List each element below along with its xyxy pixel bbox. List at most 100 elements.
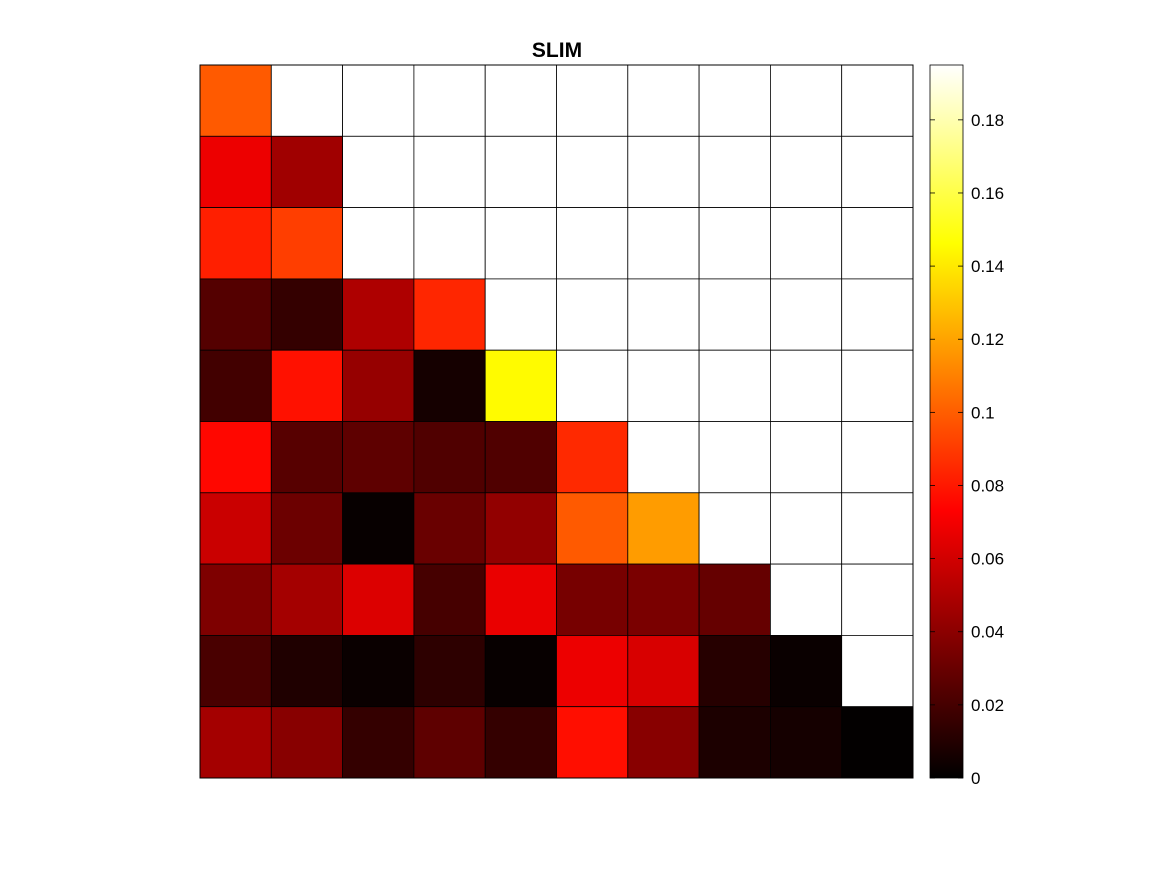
heatmap-cell-r3-c6 [556,207,629,280]
colorbar-tick-label: 0.14 [971,257,1004,276]
heatmap-cell-r9-c5 [484,635,557,708]
plot-frame [199,64,914,779]
colorbar-tick-label: 0.06 [971,550,1004,569]
heatmap-cell-r8-c9 [770,563,843,636]
heatmap-cell-r5-c7 [627,349,700,422]
heatmap-cell-r6-c2 [270,421,343,494]
heatmap-cell-r3-c3 [342,207,415,280]
heatmap-cell-r9-c7 [627,635,700,708]
heatmap-cell-r6-c1 [199,421,272,494]
heatmap-cell-r4-c9 [770,278,843,351]
heatmap-cell-r2-c3 [342,135,415,209]
heatmap-cell-r8-c5 [484,563,557,636]
heatmap-cell-r5-c4 [413,349,486,422]
heatmap-cell-r5-c3 [342,349,415,422]
heatmap-cell-r3-c4 [413,207,486,280]
heatmap-cell-r4-c5 [484,278,557,351]
heatmap-cell-r9-c6 [556,635,629,708]
heatmap-cell-r5-c6 [556,349,629,422]
heatmap-cell-r10-c1 [199,706,272,779]
heatmap-cell-r10-c7 [627,706,700,779]
heatmap-cell-r3-c1 [199,207,272,280]
heatmap-cell-r2-c1 [199,135,272,209]
heatmap-cell-r6-c9 [770,421,843,494]
heatmap-cell-r10-c10 [841,706,914,779]
heatmap-cell-r8-c6 [556,563,629,636]
heatmap-cell-r7-c10 [841,492,914,565]
heatmap-cell-r6-c8 [698,421,771,494]
heatmap-cell-r6-c5 [484,421,557,494]
heatmap-cell-r8-c4 [413,563,486,636]
heatmap-cell-r7-c6 [556,492,629,565]
colorbar-tick-label: 0.16 [971,184,1004,203]
heatmap-cell-r5-c8 [698,349,771,422]
heatmap-cells [199,64,914,779]
heatmap-cell-r3-c7 [627,207,700,280]
heatmap-cell-r5-c5 [484,349,557,422]
heatmap-cell-r3-c5 [484,207,557,280]
heatmap-cell-r2-c9 [770,135,843,209]
heatmap-cell-r3-c9 [770,207,843,280]
colorbar-tick-label: 0.1 [971,403,995,422]
chart-title: SLIM [532,39,582,62]
heatmap-cell-r3-c2 [270,207,343,280]
heatmap-cell-r7-c2 [270,492,343,565]
heatmap-cell-r8-c7 [627,563,700,636]
heatmap-cell-r8-c10 [841,563,914,636]
heatmap-cell-r10-c5 [484,706,557,779]
heatmap-cell-r2-c6 [556,135,629,209]
heatmap-cell-r2-c5 [484,135,557,209]
heatmap-cell-r10-c4 [413,706,486,779]
heatmap-cell-r3-c8 [698,207,771,280]
heatmap-cell-r10-c6 [556,706,629,779]
heatmap-cell-r2-c2 [270,135,343,209]
heatmap-cell-r4-c2 [270,278,343,351]
colorbar-tick-label: 0.12 [971,330,1004,349]
heatmap-cell-r10-c8 [698,706,771,779]
heatmap-cell-r4-c8 [698,278,771,351]
heatmap-cell-r4-c7 [627,278,700,351]
heatmap-cell-r9-c3 [342,635,415,708]
colorbar-tick-label: 0.02 [971,696,1004,715]
colorbar-tick-label: 0.08 [971,476,1004,495]
heatmap-cell-r2-c7 [627,135,700,209]
heatmap-cell-r10-c9 [770,706,843,779]
heatmap-cell-r8-c8 [698,563,771,636]
heatmap-cell-r1-c7 [627,64,700,137]
heatmap-cell-r7-c4 [413,492,486,565]
heatmap-cell-r8-c1 [199,563,272,636]
heatmap-cell-r6-c3 [342,421,415,494]
heatmap-cell-r7-c7 [627,492,700,565]
heatmap-cell-r1-c10 [841,64,914,137]
heatmap-cell-r1-c6 [556,64,629,137]
heatmap-cell-r6-c7 [627,421,700,494]
heatmap-cell-r1-c1 [199,64,272,137]
heatmap-cell-r6-c10 [841,421,914,494]
heatmap-cell-r9-c8 [698,635,771,708]
colorbar: 0 0.02 0.04 0.06 0.08 0.1 0.12 0.14 0.16 0.18 [929,64,1004,788]
heatmap-cell-r2-c4 [413,135,486,209]
heatmap-cell-r1-c2 [270,64,343,137]
colorbar-gradient [929,64,964,779]
colorbar-tick-label: 0 [971,769,980,788]
heatmap-cell-r5-c1 [199,349,272,422]
heatmap-cell-r4-c4 [413,278,486,351]
heatmap-cell-r5-c2 [270,349,343,422]
heatmap-cell-r10-c3 [342,706,415,779]
heatmap-cell-r9-c1 [199,635,272,708]
heatmap-cell-r9-c2 [270,635,343,708]
heatmap-cell-r7-c9 [770,492,843,565]
heatmap-cell-r8-c3 [342,563,415,636]
heatmap-cell-r7-c5 [484,492,557,565]
heatmap-cell-r7-c1 [199,492,272,565]
heatmap-cell-r4-c3 [342,278,415,351]
heatmap-cell-r1-c9 [770,64,843,137]
heatmap-cell-r1-c4 [413,64,486,137]
heatmap-cell-r2-c10 [841,135,914,209]
heatmap-cell-r7-c8 [698,492,771,565]
heatmap-cell-r4-c6 [556,278,629,351]
heatmap-cell-r9-c9 [770,635,843,708]
heatmap-cell-r8-c2 [270,563,343,636]
heatmap-cell-r6-c6 [556,421,629,494]
